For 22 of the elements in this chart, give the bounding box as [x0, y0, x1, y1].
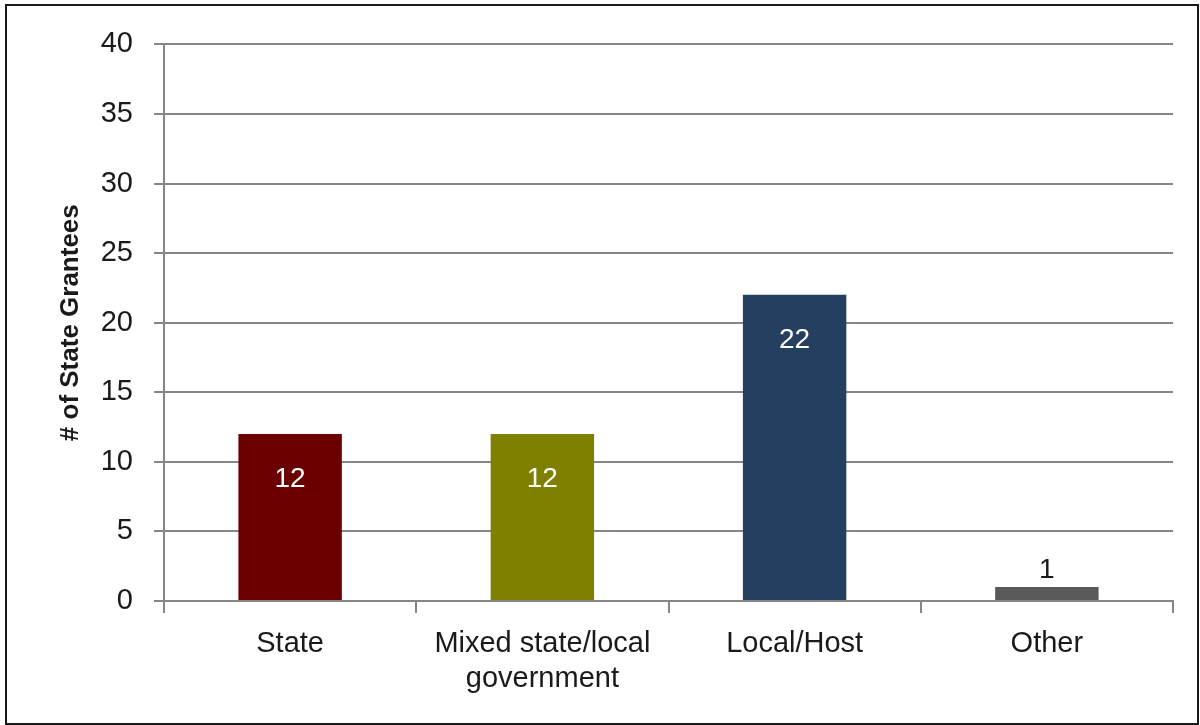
x-tick-label: State [256, 626, 324, 659]
data-label: 22 [779, 322, 811, 354]
x-tick-label: Mixed state/local government [434, 626, 651, 694]
y-tick-label: 10 [100, 443, 133, 476]
bar [238, 434, 342, 600]
y-tick-label: 40 [100, 26, 133, 59]
y-tick-label: 20 [100, 304, 133, 337]
y-tick-label: 25 [100, 235, 133, 268]
y-tick-label: 35 [100, 95, 133, 128]
x-tick-label: Local/Host [726, 626, 864, 659]
bar [742, 294, 847, 600]
x-tick-label: Other [1010, 626, 1084, 659]
data-label: 12 [274, 461, 306, 493]
bar [995, 587, 1099, 600]
y-axis-title: # of State Grantees [53, 204, 84, 442]
y-tick-label: 15 [100, 374, 133, 407]
bar [490, 434, 595, 600]
data-label: 1 [1039, 552, 1055, 584]
y-tick-label: 30 [100, 165, 133, 198]
data-label: 12 [526, 461, 558, 493]
y-tick-label: 0 [116, 583, 133, 615]
y-tick-label: 5 [116, 513, 133, 546]
